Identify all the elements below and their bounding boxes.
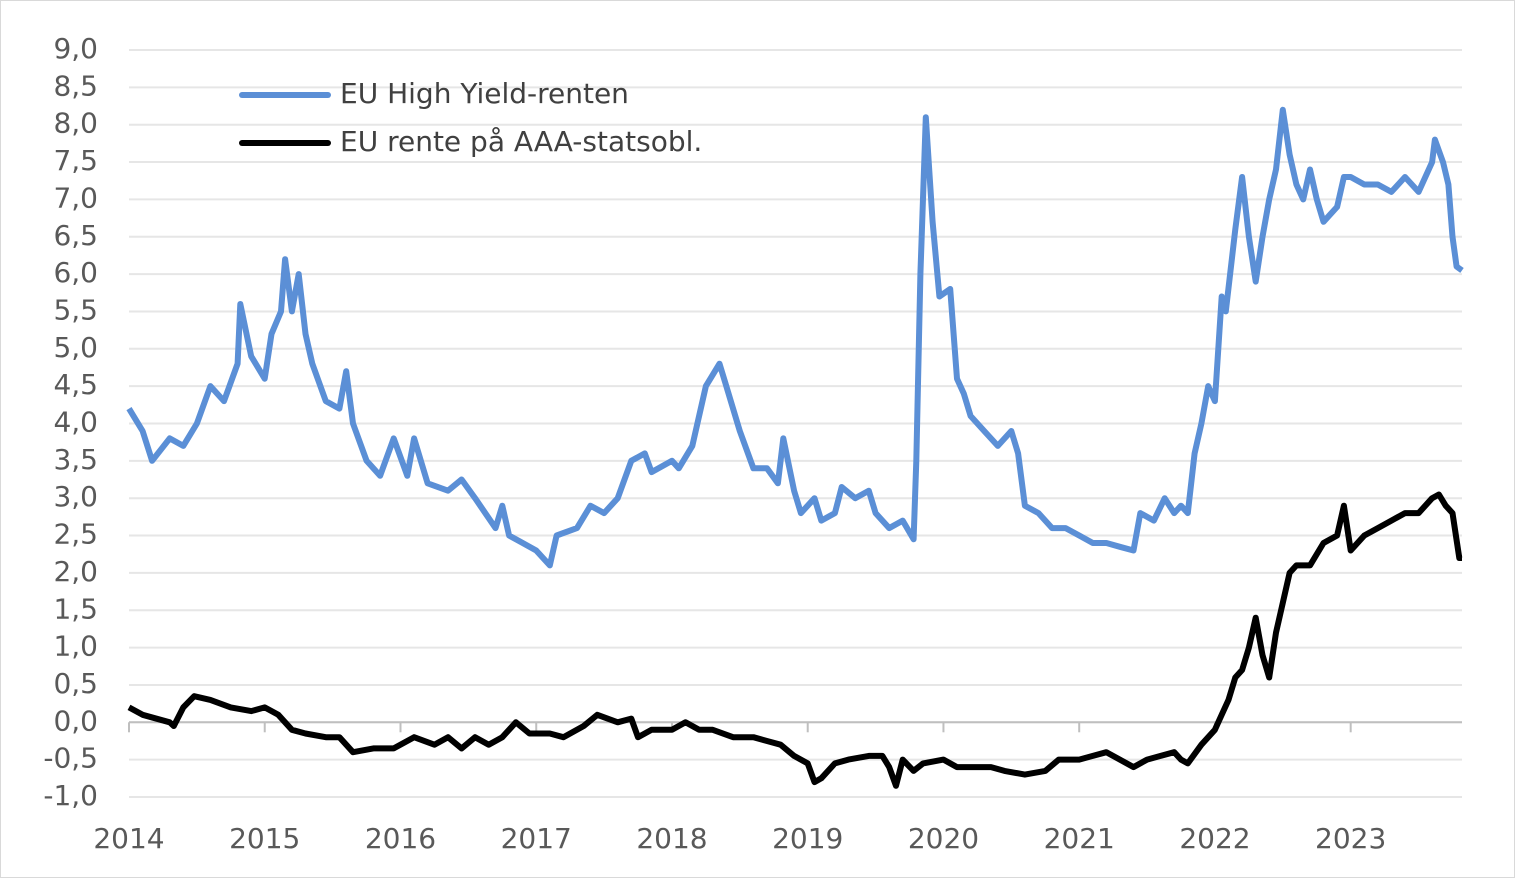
x-tick-label: 2014 [93,822,164,855]
y-tick-label: 4,5 [53,368,98,401]
lines [126,106,1464,789]
x-tick-label: 2016 [365,822,436,855]
x-tick-label: 2017 [501,822,572,855]
y-tick-label: 7,5 [53,144,98,177]
y-tick-label: 0,0 [53,704,98,737]
y-tick-label: -1,0 [43,779,98,812]
axes: 9,0 8,5 8,0 7,5 7,0 6,5 6,0 5,5 5,0 4,5 4,0 3,5 3,0 2… [43,32,1462,855]
y-tick-label: 1,5 [53,592,98,625]
grid [129,49,1462,798]
y-tick-label: 7,0 [53,181,98,214]
y-tick-label: 3,5 [53,443,98,476]
y-tick-label: 6,0 [53,256,98,289]
x-tick-label: 2015 [229,822,300,855]
x-tick-label: 2022 [1179,822,1250,855]
series-line [127,491,1463,789]
x-tick-label: 2021 [1044,822,1115,855]
y-tick-label: 0,5 [53,667,98,700]
y-tick-label: -0,5 [43,742,98,775]
x-tick-label: 2019 [772,822,843,855]
y-tick-label: 8,0 [53,107,98,140]
y-tick-label: 1,0 [53,630,98,663]
y-tick-label: 2,0 [53,555,98,588]
series-line [126,106,1464,569]
x-tick-label: 2018 [636,822,707,855]
legend-label: EU High Yield-renten [340,77,629,110]
legend-label: EU rente på AAA-statsobl. [340,125,702,158]
y-tick-label: 4,0 [53,406,98,439]
y-tick-label: 9,0 [53,32,98,65]
x-tick-label: 2020 [908,822,979,855]
legend: EU High Yield-renten EU rente på AAA-stat… [239,77,702,158]
x-tick-label: 2023 [1315,822,1386,855]
y-tick-label: 2,5 [53,518,98,551]
y-tick-label: 6,5 [53,219,98,252]
y-tick-label: 8,5 [53,69,98,102]
y-tick-label: 3,0 [53,480,98,513]
y-tick-label: 5,5 [53,293,98,326]
y-tick-label: 5,0 [53,331,98,364]
